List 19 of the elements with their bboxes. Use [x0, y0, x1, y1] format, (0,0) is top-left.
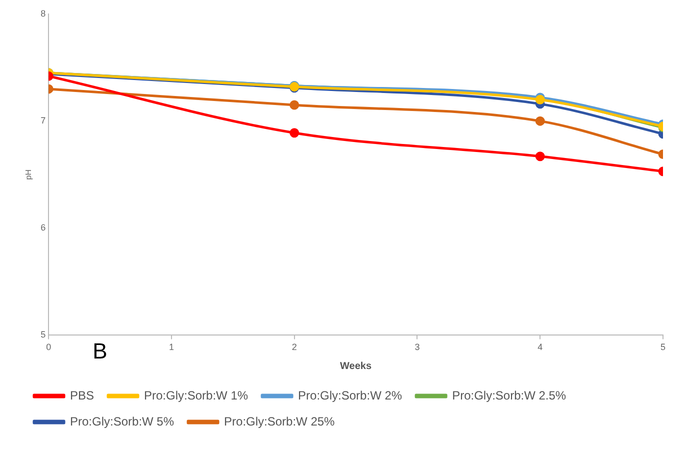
legend-label: Pro:Gly:Sorb:W 2.5%: [452, 388, 566, 402]
x-tick-label: 5: [660, 342, 666, 352]
y-tick-label: 5: [40, 330, 46, 340]
legend-label: Pro:Gly:Sorb:W 5%: [70, 414, 174, 428]
y-tick-label: 7: [40, 116, 46, 126]
legend-label: PBS: [70, 388, 94, 402]
x-tick-label: 1: [168, 342, 174, 352]
x-tick-label: 3: [414, 342, 420, 352]
y-tick-label: 8: [40, 8, 46, 18]
x-tick-label: 0: [46, 342, 52, 352]
legend-label: Pro:Gly:Sorb:W 25%: [224, 414, 336, 428]
x-tick-label: 4: [538, 342, 543, 352]
x-axis-title: Weeks: [340, 360, 372, 372]
legend-label: Pro:Gly:Sorb:W 1%: [144, 388, 248, 402]
x-tick-label: 2: [292, 342, 297, 352]
y-axis-title: pH: [24, 169, 34, 180]
text: B: [92, 338, 108, 364]
legend-label: Pro:Gly:Sorb:W 2%: [298, 388, 402, 402]
y-tick-label: 6: [40, 222, 46, 233]
